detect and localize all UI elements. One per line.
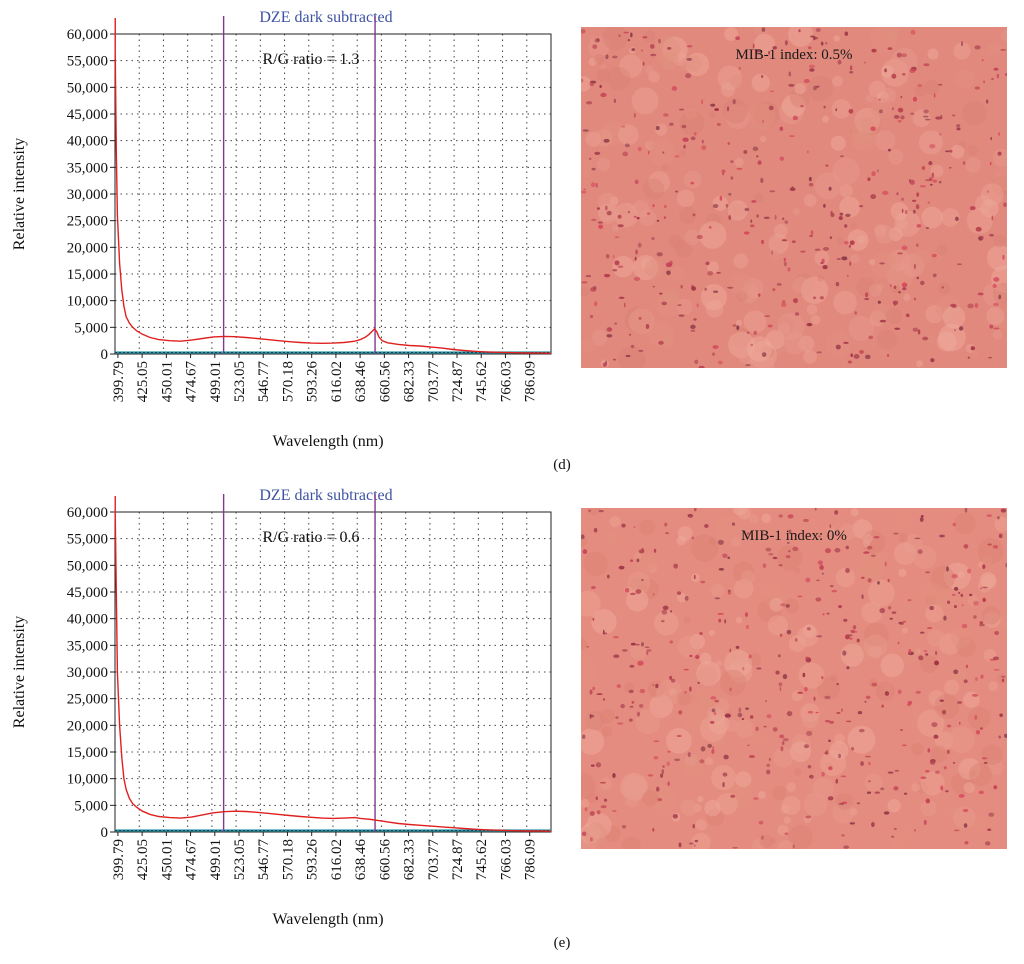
y-tick-label: 35,000 bbox=[67, 160, 108, 176]
y-tick-label: 30,000 bbox=[67, 187, 108, 203]
x-tick-label: 724.87 bbox=[450, 361, 466, 403]
y-tick-label: 40,000 bbox=[67, 612, 108, 628]
x-tick-label: 450.01 bbox=[159, 361, 175, 402]
mib1-index-label-e: MIB-1 index: 0% bbox=[741, 528, 847, 544]
x-tick-label: 703.77 bbox=[426, 361, 442, 403]
x-tick-label: 766.03 bbox=[498, 839, 514, 880]
x-tick-label: 638.46 bbox=[353, 839, 369, 881]
x-tick-label: 399.79 bbox=[111, 361, 127, 402]
tissue-background bbox=[581, 508, 1007, 849]
x-tick-label: 593.26 bbox=[305, 361, 321, 403]
micrograph-image-d bbox=[581, 27, 1007, 368]
x-tick-label: 682.33 bbox=[402, 361, 418, 402]
figure-panel-e: 0 5,000 10,000 15,000 20,000 25,000 30,000 35,0… bbox=[0, 478, 1024, 960]
mib1-index-label-d: MIB-1 index: 0.5% bbox=[735, 47, 853, 63]
y-tick-label: 20,000 bbox=[67, 240, 108, 256]
tissue-texture bbox=[581, 27, 1007, 368]
y-axis-label: Relative intensity bbox=[11, 616, 28, 728]
x-axis-label: Wavelength (nm) bbox=[272, 911, 383, 928]
y-tick-label: 10,000 bbox=[67, 294, 108, 310]
x-tick-label: 399.79 bbox=[111, 839, 127, 880]
y-tick-label: 20,000 bbox=[67, 718, 108, 734]
x-tick-label: 616.02 bbox=[329, 839, 345, 880]
y-tick-label: 0 bbox=[101, 825, 109, 841]
y-tick-label: 35,000 bbox=[67, 638, 108, 654]
chart-title: DZE dark subtracted bbox=[259, 9, 392, 26]
y-tick-label: 5,000 bbox=[74, 320, 108, 336]
y-tick-label: 0 bbox=[101, 347, 109, 363]
y-tick-label: 5,000 bbox=[74, 798, 108, 814]
x-tick-label: 745.62 bbox=[474, 361, 490, 402]
y-tick-label: 45,000 bbox=[67, 585, 108, 601]
y-tick-label: 15,000 bbox=[67, 745, 108, 761]
y-tick-label: 50,000 bbox=[67, 558, 108, 574]
x-tick-label: 786.09 bbox=[523, 839, 539, 880]
y-axis-label: Relative intensity bbox=[11, 138, 28, 250]
y-tick-label: 60,000 bbox=[67, 27, 108, 43]
x-tick-label: 425.05 bbox=[135, 361, 151, 402]
y-tick-label: 55,000 bbox=[67, 54, 108, 70]
x-tick-label: 745.62 bbox=[474, 839, 490, 880]
micrograph-image-e bbox=[581, 508, 1007, 849]
x-tick-label: 724.87 bbox=[450, 839, 466, 881]
x-tick-label: 593.26 bbox=[305, 839, 321, 881]
x-tick-label: 425.05 bbox=[135, 839, 151, 880]
y-tick-label: 55,000 bbox=[67, 532, 108, 548]
x-tick-label: 616.02 bbox=[329, 361, 345, 402]
x-tick-label: 474.67 bbox=[184, 839, 200, 881]
spectrum-chart-e: 0 5,000 10,000 15,000 20,000 25,000 30,000 35,0… bbox=[11, 487, 552, 928]
rg-ratio-annotation: R/G ratio = 0.6 bbox=[262, 529, 359, 546]
x-tick-label: 682.33 bbox=[402, 839, 418, 880]
spectrum-line bbox=[114, 49, 552, 354]
x-tick-label: 546.77 bbox=[256, 839, 272, 881]
y-tick-label: 40,000 bbox=[67, 134, 108, 150]
grid-e bbox=[115, 511, 551, 832]
x-tick-label: 570.18 bbox=[280, 361, 296, 402]
x-tick-label: 660.56 bbox=[377, 839, 393, 881]
x-tick-label: 546.77 bbox=[256, 361, 272, 403]
spectrum-line bbox=[114, 511, 552, 832]
x-axis-label: Wavelength (nm) bbox=[272, 433, 383, 450]
x-tick-label: 766.03 bbox=[498, 361, 514, 402]
x-tick-label: 523.05 bbox=[232, 839, 248, 880]
x-tick-label: 703.77 bbox=[426, 839, 442, 881]
tissue-background bbox=[581, 27, 1007, 368]
y-tick-label: 25,000 bbox=[67, 692, 108, 708]
x-tick-label: 450.01 bbox=[159, 839, 175, 880]
y-tick-label: 30,000 bbox=[67, 665, 108, 681]
spectrum-chart-d: 0 5,000 10,000 15,000 20,000 25,000 30,000 35,0… bbox=[11, 9, 552, 450]
tissue-texture bbox=[581, 508, 1007, 849]
panel-letter-d: (d) bbox=[553, 457, 571, 473]
x-tick-label: 570.18 bbox=[280, 839, 296, 880]
panel-letter-e: (e) bbox=[553, 935, 571, 951]
chart-title: DZE dark subtracted bbox=[259, 487, 392, 504]
y-tick-label: 60,000 bbox=[67, 505, 108, 521]
x-tick-label: 660.56 bbox=[377, 361, 393, 403]
y-tick-label: 50,000 bbox=[67, 80, 108, 96]
x-tick-label: 786.09 bbox=[523, 361, 539, 402]
micrograph-e: MIB-1 index: 0% bbox=[581, 508, 1007, 849]
figure-panel-d: 0 5,000 10,000 15,000 20,000 25,000 30,000 35,0… bbox=[11, 9, 1007, 473]
micrograph-d: MIB-1 index: 0.5% bbox=[581, 27, 1007, 368]
x-tick-label: 499.01 bbox=[208, 361, 224, 402]
x-tick-label: 523.05 bbox=[232, 361, 248, 402]
y-tick-label: 25,000 bbox=[67, 214, 108, 230]
grid-d bbox=[115, 33, 551, 354]
rg-ratio-annotation: R/G ratio = 1.3 bbox=[262, 51, 359, 68]
y-tick-label: 45,000 bbox=[67, 107, 108, 123]
x-tick-label: 499.01 bbox=[208, 839, 224, 880]
y-tick-label: 15,000 bbox=[67, 267, 108, 283]
x-tick-label: 474.67 bbox=[184, 361, 200, 403]
x-tick-label: 638.46 bbox=[353, 361, 369, 403]
y-tick-label: 10,000 bbox=[67, 772, 108, 788]
